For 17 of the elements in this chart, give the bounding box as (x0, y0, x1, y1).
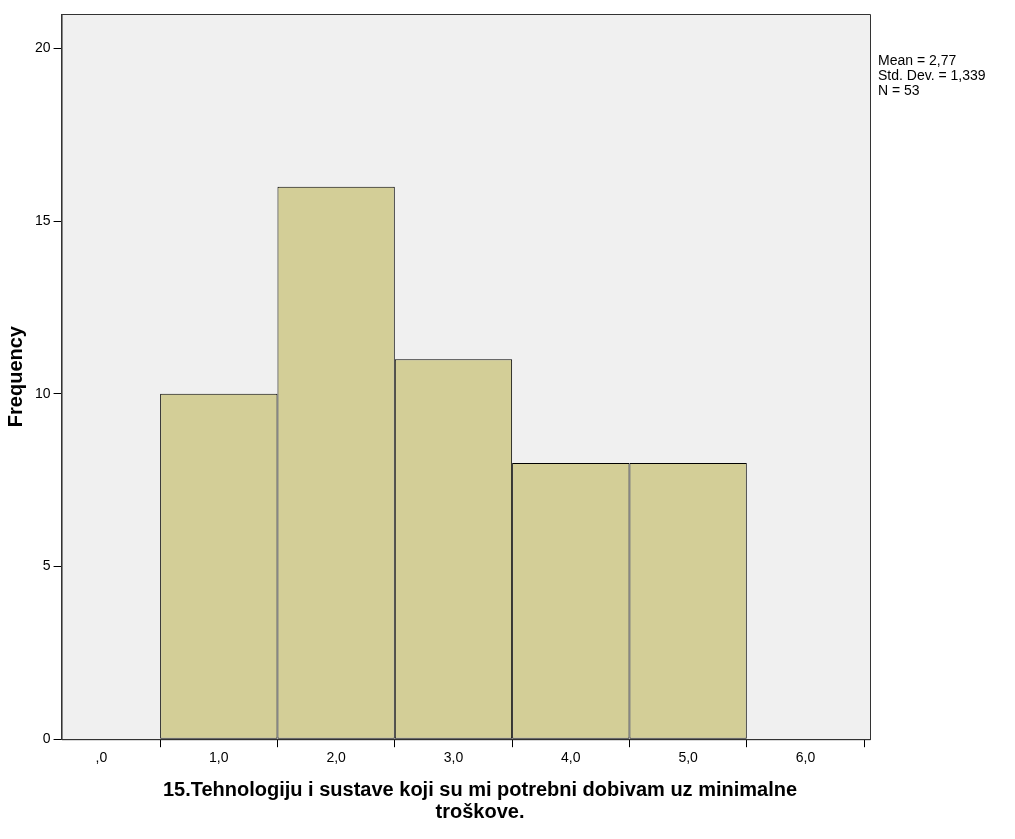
y-axis-title: Frequency (3, 325, 26, 428)
x-axis-title: 15.Tehnologiju i sustave koji su mi potrebni dobivam uz minimalne troškove. (161, 778, 799, 822)
y-tick-label: 5 (42, 557, 51, 574)
y-tick-label: 15 (34, 212, 51, 229)
y-tick-label: 0 (42, 730, 51, 747)
text: N = 53 (878, 81, 920, 98)
x-tick-label: ,0 (95, 749, 108, 766)
x-tick-label: 3,0 (443, 749, 464, 766)
y-tick-label: 10 (34, 384, 51, 401)
x-tick-label: 2,0 (326, 749, 347, 766)
x-tick-label: 5,0 (678, 749, 699, 766)
x-tick-label: 1,0 (209, 749, 229, 766)
x-tick-label: 4,0 (561, 749, 581, 766)
y-tick-label: 20 (34, 39, 51, 56)
text: Std. Dev. = 1,339 (878, 66, 986, 83)
text: Mean = 2,77 (878, 51, 957, 68)
x-tick-label: 6,0 (795, 749, 816, 766)
